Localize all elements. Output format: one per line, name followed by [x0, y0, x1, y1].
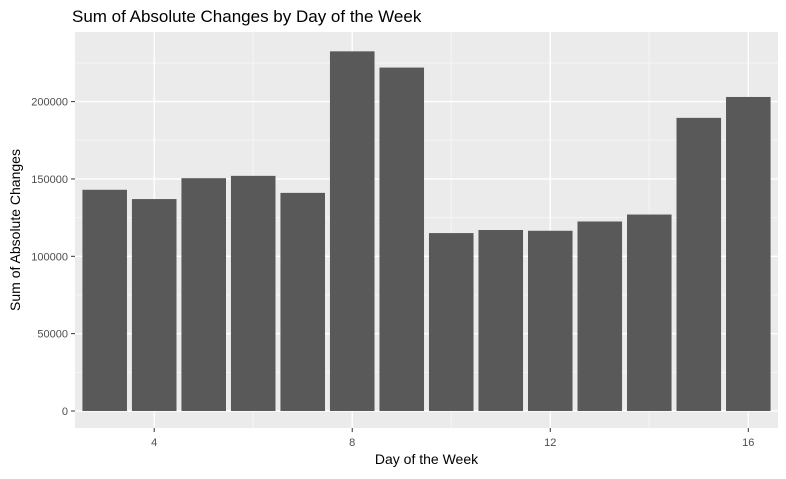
- x-axis: 4 8 12 16: [151, 428, 754, 449]
- bar-day-13: [577, 221, 623, 411]
- plot-panel: [75, 32, 778, 428]
- y-tick-label: 100000: [31, 251, 68, 263]
- x-tick-label: 16: [742, 437, 754, 449]
- x-tick-label: 4: [151, 437, 157, 449]
- y-axis: 0 50000 100000 150000 200000: [31, 97, 75, 418]
- y-tick-label: 50000: [37, 329, 68, 341]
- bar-day-11: [478, 230, 524, 411]
- x-tick-label: 8: [349, 437, 355, 449]
- bar-day-7: [280, 192, 326, 411]
- y-tick-label: 0: [62, 406, 68, 418]
- x-axis-title: Day of the Week: [375, 451, 479, 467]
- bar-day-9: [379, 67, 425, 411]
- bar-day-10: [428, 233, 474, 411]
- x-tick-label: 12: [544, 437, 556, 449]
- y-tick-label: 150000: [31, 174, 68, 186]
- bar-day-16: [726, 96, 771, 411]
- y-axis-title: Sum of Absolute Changes: [7, 149, 23, 311]
- bar-day-15: [676, 117, 722, 411]
- chart-title: Sum of Absolute Changes by Day of the We…: [72, 7, 422, 26]
- bar-day-5: [181, 178, 226, 411]
- bar-day-3: [82, 189, 127, 411]
- bar-day-12: [527, 230, 573, 411]
- bar-day-4: [131, 199, 177, 411]
- bar-day-6: [230, 175, 276, 411]
- bar-day-14: [627, 214, 672, 411]
- bars: [82, 51, 771, 411]
- bar-day-8: [329, 51, 375, 411]
- y-tick-label: 200000: [31, 97, 68, 109]
